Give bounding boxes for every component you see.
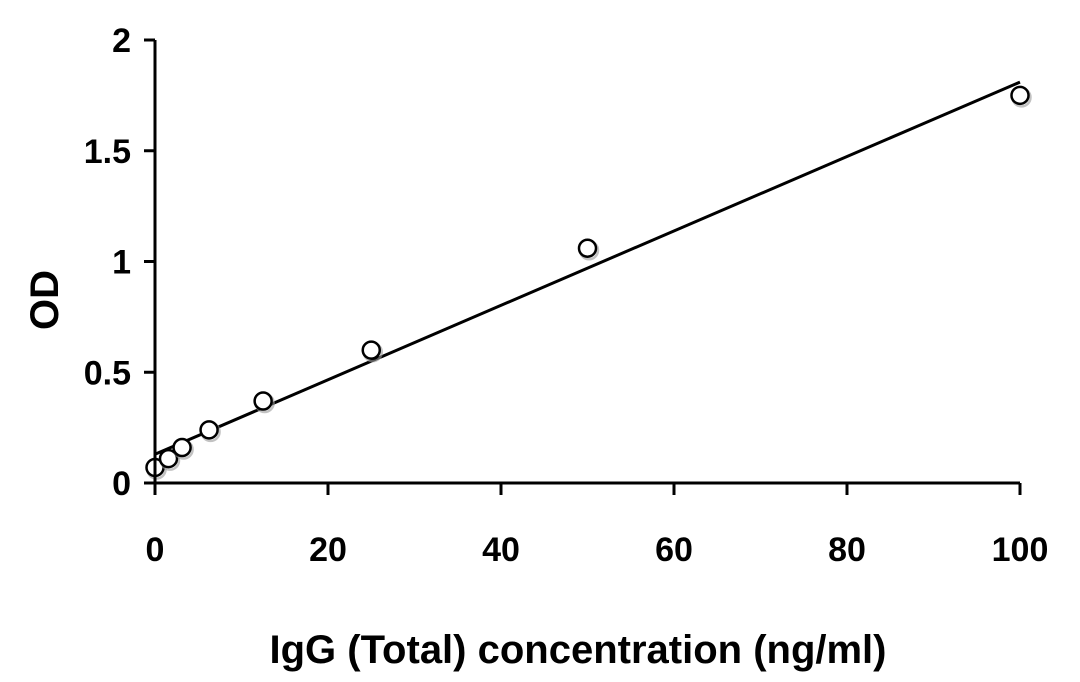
x-ticks: 0 20 40 60 80 100 xyxy=(146,483,1049,569)
data-point xyxy=(577,238,598,258)
x-tick-label: 20 xyxy=(309,531,347,569)
y-tick-label: 0.5 xyxy=(84,354,131,392)
x-tick-label: 40 xyxy=(482,531,520,569)
y-axis-title: OD xyxy=(23,270,67,330)
y-ticks: 0 0.5 1 1.5 2 xyxy=(84,22,155,503)
plot-area: 0 0.5 1 1.5 2 0 20 40 60 80 100 xyxy=(84,22,1049,569)
data-point xyxy=(1010,85,1030,106)
x-axis-title: IgG (Total) concentration (ng/ml) xyxy=(270,628,887,672)
data-point xyxy=(361,340,381,360)
y-tick-label: 2 xyxy=(112,22,131,60)
trendline xyxy=(154,80,1021,456)
data-point xyxy=(158,448,179,469)
x-tick-label: 60 xyxy=(655,531,693,569)
points-layer xyxy=(145,85,1032,480)
data-point xyxy=(172,437,192,458)
x-tick-label: 100 xyxy=(992,531,1049,569)
y-tick-label: 0 xyxy=(112,465,131,503)
x-tick-label: 0 xyxy=(146,531,165,569)
y-tick-label: 1 xyxy=(112,244,131,282)
data-point xyxy=(253,391,273,411)
trendline-layer xyxy=(154,80,1021,456)
data-point xyxy=(199,420,219,440)
y-tick-label: 1.5 xyxy=(84,133,131,171)
x-tick-label: 80 xyxy=(828,531,866,569)
